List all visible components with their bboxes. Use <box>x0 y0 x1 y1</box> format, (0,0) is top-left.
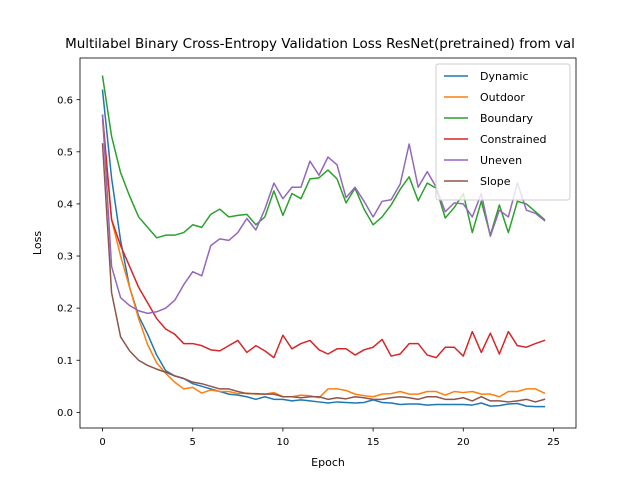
x-tick-label: 5 <box>190 437 196 448</box>
y-axis-label: Loss <box>31 231 44 255</box>
y-tick-label: 0.3 <box>57 252 73 263</box>
x-axis-label: Epoch <box>311 456 345 469</box>
x-tick-label: 15 <box>367 437 380 448</box>
x-tick-label: 0 <box>99 437 105 448</box>
chart-title: Multilabel Binary Cross-Entropy Validati… <box>65 36 575 52</box>
x-tick-label: 10 <box>277 437 290 448</box>
legend-box <box>435 63 571 201</box>
legend: Dynamic Outdoor Boundary Constrained Uneven S… <box>435 63 571 201</box>
x-tick-label: 25 <box>547 437 560 448</box>
y-tick-label: 0.5 <box>57 147 73 158</box>
y-tick-label: 0.1 <box>57 356 73 367</box>
y-tick-label: 0.0 <box>57 408 73 419</box>
y-tick-label: 0.4 <box>57 200 73 211</box>
legend-label-slope: Slope <box>480 175 511 188</box>
y-tick-label: 0.6 <box>57 95 73 106</box>
series-line-slope <box>101 143 546 403</box>
y-tick-label: 0.2 <box>57 304 73 315</box>
series-line-uneven <box>101 114 546 315</box>
plot-frame <box>79 57 577 429</box>
legend-label-constrained: Constrained <box>480 133 546 146</box>
legend-label-uneven: Uneven <box>480 154 522 167</box>
series-line-constrained <box>101 114 546 359</box>
legend-label-boundary: Boundary <box>480 112 533 125</box>
series-line-boundary <box>101 75 546 239</box>
series-line-outdoor <box>101 119 546 399</box>
legend-label-dynamic: Dynamic <box>480 70 529 83</box>
x-tick-label: 20 <box>457 437 470 448</box>
legend-label-outdoor: Outdoor <box>480 91 525 104</box>
